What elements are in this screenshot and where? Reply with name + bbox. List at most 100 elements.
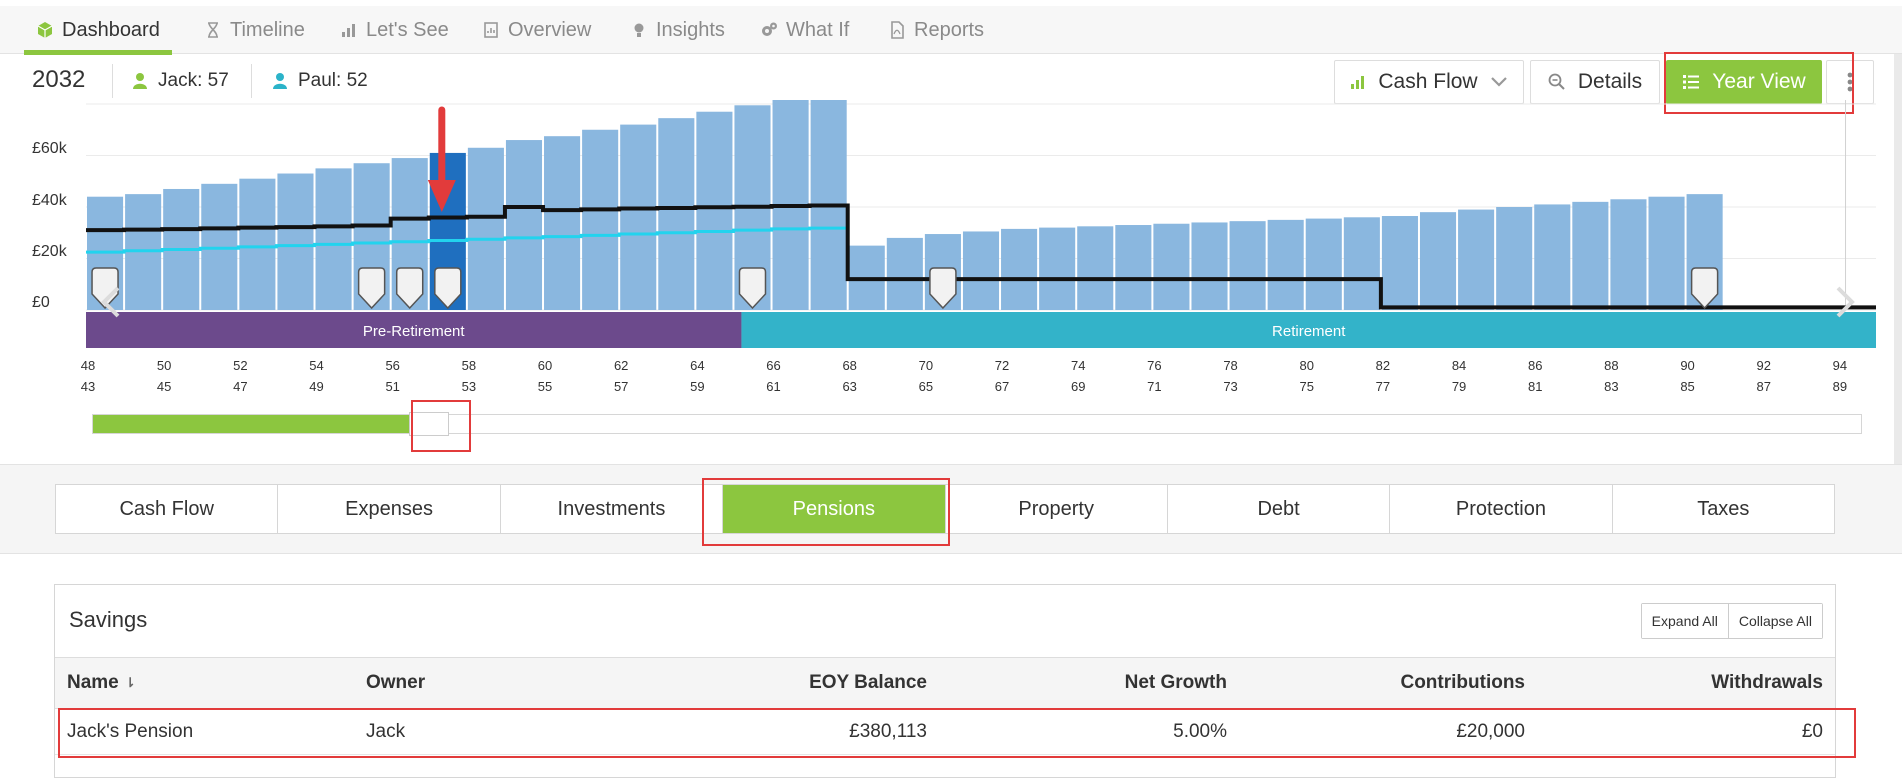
- details-button[interactable]: Details: [1530, 60, 1660, 104]
- event-marker-icon: [434, 267, 462, 310]
- nav-tab-lets-see[interactable]: Let's See: [328, 6, 461, 54]
- person-age: 57: [207, 70, 229, 91]
- column-header-label: Name: [67, 672, 119, 693]
- x-tick-label-jack: 64: [690, 358, 704, 373]
- column-header-name[interactable]: Name ⇂: [67, 658, 136, 708]
- divider: [251, 64, 252, 98]
- person-name: Paul:: [298, 70, 342, 91]
- column-header-withdrawals[interactable]: Withdrawals: [1711, 672, 1823, 693]
- person-icon: [273, 73, 287, 89]
- bar: [962, 231, 1000, 310]
- x-tick-label-jack: 92: [1757, 358, 1771, 373]
- divider: [112, 64, 113, 98]
- x-tick-label-paul: 73: [1223, 379, 1237, 394]
- subtab-taxes[interactable]: Taxes: [1697, 497, 1750, 520]
- subtab-cash-flow[interactable]: Cash Flow: [56, 485, 279, 533]
- subtab-debt[interactable]: Debt: [1168, 485, 1391, 533]
- subtab-investments[interactable]: Investments: [501, 485, 724, 533]
- year-view-label: Year View: [1712, 70, 1806, 93]
- table-header: Name ⇂ Owner EOY Balance Net Growth Cont…: [55, 657, 1835, 709]
- event-marker-icon: [1690, 267, 1719, 310]
- report-icon: [484, 22, 498, 38]
- subtab-pensions[interactable]: Pensions: [723, 485, 946, 533]
- chevron-down-icon: [1490, 77, 1507, 87]
- x-tick-label-paul: 55: [538, 379, 552, 394]
- nav-tab-insights[interactable]: Insights: [618, 6, 737, 54]
- cell-net-growth: 5.00%: [1173, 720, 1227, 742]
- x-tick-label-jack: 90: [1680, 358, 1694, 373]
- list-icon: [1683, 75, 1700, 89]
- cell-name: Jack's Pension: [67, 720, 194, 742]
- column-header-owner[interactable]: Owner: [366, 672, 426, 693]
- chevron-left-icon[interactable]: [101, 286, 120, 318]
- bar: [1610, 199, 1647, 310]
- cell-owner: Jack: [366, 720, 406, 742]
- cube-icon: [37, 22, 53, 38]
- bar: [1458, 209, 1495, 310]
- expand-collapse-group: Expand All Collapse All: [1640, 603, 1823, 639]
- x-tick-label-jack: 84: [1452, 358, 1466, 373]
- lightbulb-icon: [634, 23, 644, 37]
- bar: [1381, 216, 1418, 310]
- bar-chart-icon: [1351, 76, 1365, 89]
- phase-label-pre-retirement: Pre-Retirement: [363, 323, 466, 340]
- nav-tab-reports[interactable]: Reports: [876, 6, 996, 54]
- x-tick-label-paul: 89: [1833, 379, 1847, 394]
- hourglass-icon: [208, 22, 218, 38]
- bar: [1229, 221, 1266, 310]
- y-tick-label: £60k: [32, 140, 67, 157]
- nav-tab-overview[interactable]: Overview: [470, 6, 603, 54]
- x-tick-label-jack: 76: [1147, 358, 1161, 373]
- cell-contributions: £20,000: [1456, 720, 1525, 742]
- subtab-bar: Cash Flow Expenses Investments Pensions …: [55, 484, 1835, 534]
- chevron-right-icon[interactable]: [1836, 286, 1855, 318]
- phase-band-retirement: [741, 312, 1877, 348]
- x-tick-label-paul: 51: [385, 379, 399, 394]
- nav-tab-what-if[interactable]: What If: [748, 6, 861, 54]
- bar: [277, 173, 314, 310]
- x-tick-label-jack: 74: [1071, 358, 1085, 373]
- nav-tab-label: What If: [786, 18, 850, 41]
- vertical-dots-icon: [1847, 72, 1853, 92]
- x-tick-label-jack: 72: [995, 358, 1009, 373]
- subtab-protection[interactable]: Protection: [1390, 485, 1613, 533]
- view-select-dropdown[interactable]: Cash Flow: [1334, 60, 1524, 104]
- bar: [620, 124, 657, 310]
- bar: [1001, 228, 1038, 310]
- bar: [505, 140, 543, 310]
- collapse-all-button[interactable]: Collapse All: [1727, 604, 1822, 638]
- x-tick-label-paul: 43: [81, 379, 95, 394]
- bar: [1115, 225, 1152, 310]
- annotation-highlight-box: [702, 478, 950, 546]
- bar: [467, 147, 504, 310]
- x-tick-label-paul: 75: [1299, 379, 1313, 394]
- x-tick-label-jack: 48: [81, 358, 95, 373]
- subtab-expenses[interactable]: Expenses: [278, 485, 501, 533]
- scrubber-handle[interactable]: [409, 412, 450, 436]
- table-row[interactable]: Jack's Pension Jack £380,113 5.00% £20,0…: [55, 709, 1835, 755]
- page-scrollbar[interactable]: [1894, 54, 1902, 464]
- timeline-scrubber[interactable]: [92, 412, 1862, 436]
- nav-tab-label: Insights: [656, 18, 725, 41]
- sort-icon[interactable]: ⇂: [124, 675, 136, 690]
- view-select-value: Cash Flow: [1378, 70, 1478, 93]
- bar: [1572, 201, 1609, 310]
- nav-tab-label: Overview: [508, 18, 592, 41]
- column-header-net-growth[interactable]: Net Growth: [1124, 672, 1227, 693]
- person-paul: Paul: 52: [272, 70, 368, 92]
- column-header-eoy-balance[interactable]: EOY Balance: [809, 672, 927, 693]
- cogs-icon: [762, 22, 777, 36]
- x-tick-label-paul: 79: [1452, 379, 1466, 394]
- nav-tab-timeline[interactable]: Timeline: [192, 6, 317, 54]
- bar: [1039, 227, 1076, 310]
- bar: [1077, 226, 1114, 310]
- series-line-black: [86, 203, 1876, 310]
- column-header-contributions[interactable]: Contributions: [1400, 672, 1525, 693]
- nav-tab-dashboard[interactable]: Dashboard: [24, 6, 172, 55]
- x-tick-label-paul: 85: [1680, 379, 1694, 394]
- expand-all-button[interactable]: Expand All: [1641, 604, 1728, 638]
- subtab-property[interactable]: Property: [946, 485, 1168, 533]
- x-tick-label-jack: 82: [1376, 358, 1390, 373]
- x-tick-label-paul: 59: [690, 379, 704, 394]
- x-tick-label-paul: 53: [462, 379, 476, 394]
